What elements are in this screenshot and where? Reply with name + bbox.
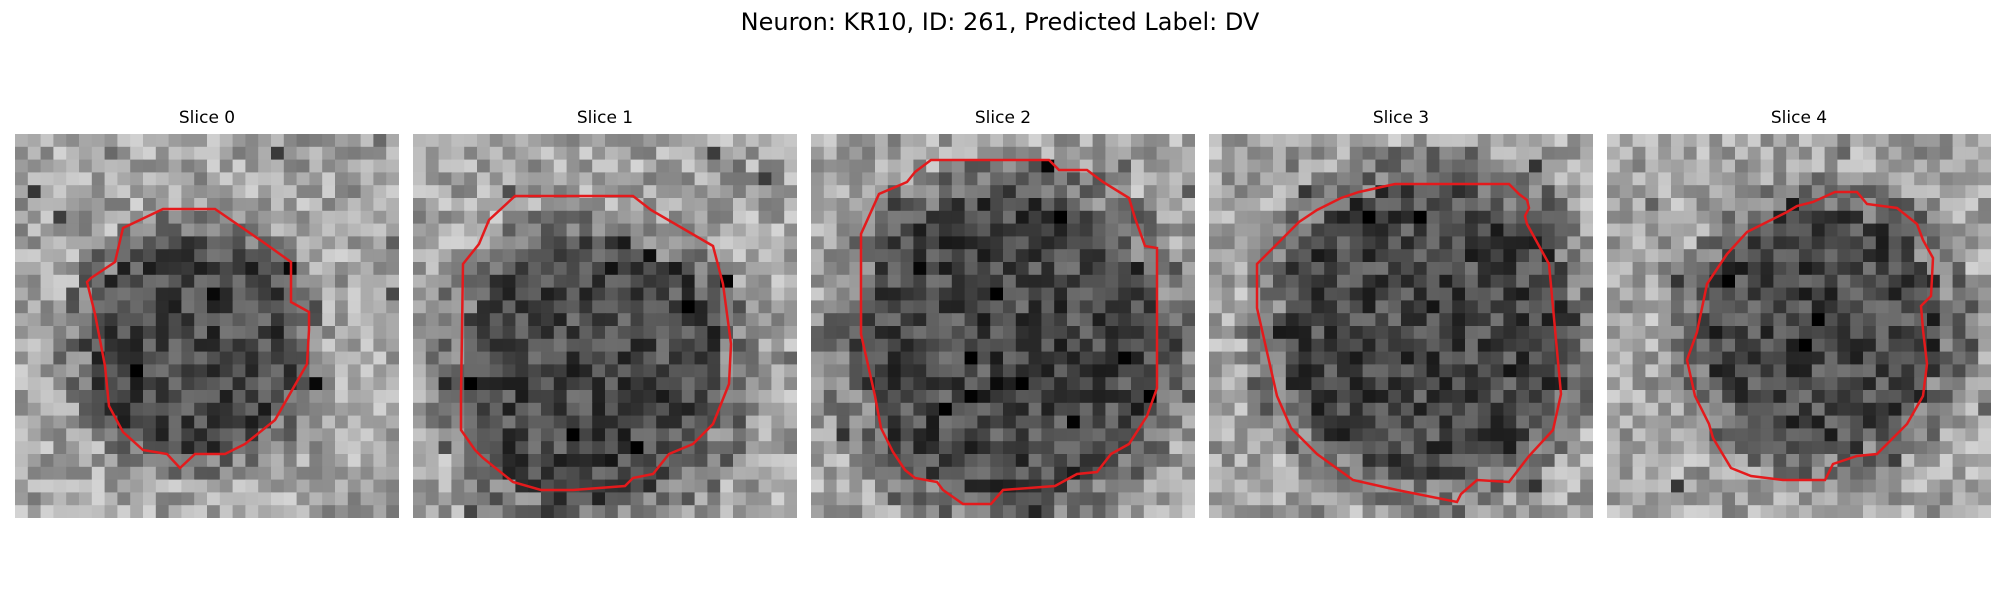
slice-title: Slice 0 <box>178 108 236 128</box>
slice-image-4 <box>1607 134 1991 518</box>
slice-image-0 <box>15 134 399 518</box>
slice-title: Slice 1 <box>576 108 634 128</box>
slice-title: Slice 2 <box>974 108 1032 128</box>
figure-title: Neuron: KR10, ID: 261, Predicted Label: … <box>740 8 1260 36</box>
slice-panel-3: Slice 3 <box>1209 108 1593 518</box>
roi-contour-1 <box>459 194 733 492</box>
roi-contour-2 <box>859 158 1159 506</box>
roi-contour-0 <box>85 207 311 470</box>
slice-panel-1: Slice 1 <box>413 108 797 518</box>
slice-panel-2: Slice 2 <box>811 108 1195 518</box>
roi-contour-4 <box>1685 190 1935 482</box>
slice-panel-4: Slice 4 <box>1607 108 1991 518</box>
slice-title: Slice 4 <box>1770 108 1828 128</box>
slice-panel-0: Slice 0 <box>15 108 399 518</box>
roi-contour-3 <box>1255 182 1563 504</box>
slice-title: Slice 3 <box>1372 108 1430 128</box>
slice-image-2 <box>811 134 1195 518</box>
slice-image-1 <box>413 134 797 518</box>
slice-image-3 <box>1209 134 1593 518</box>
